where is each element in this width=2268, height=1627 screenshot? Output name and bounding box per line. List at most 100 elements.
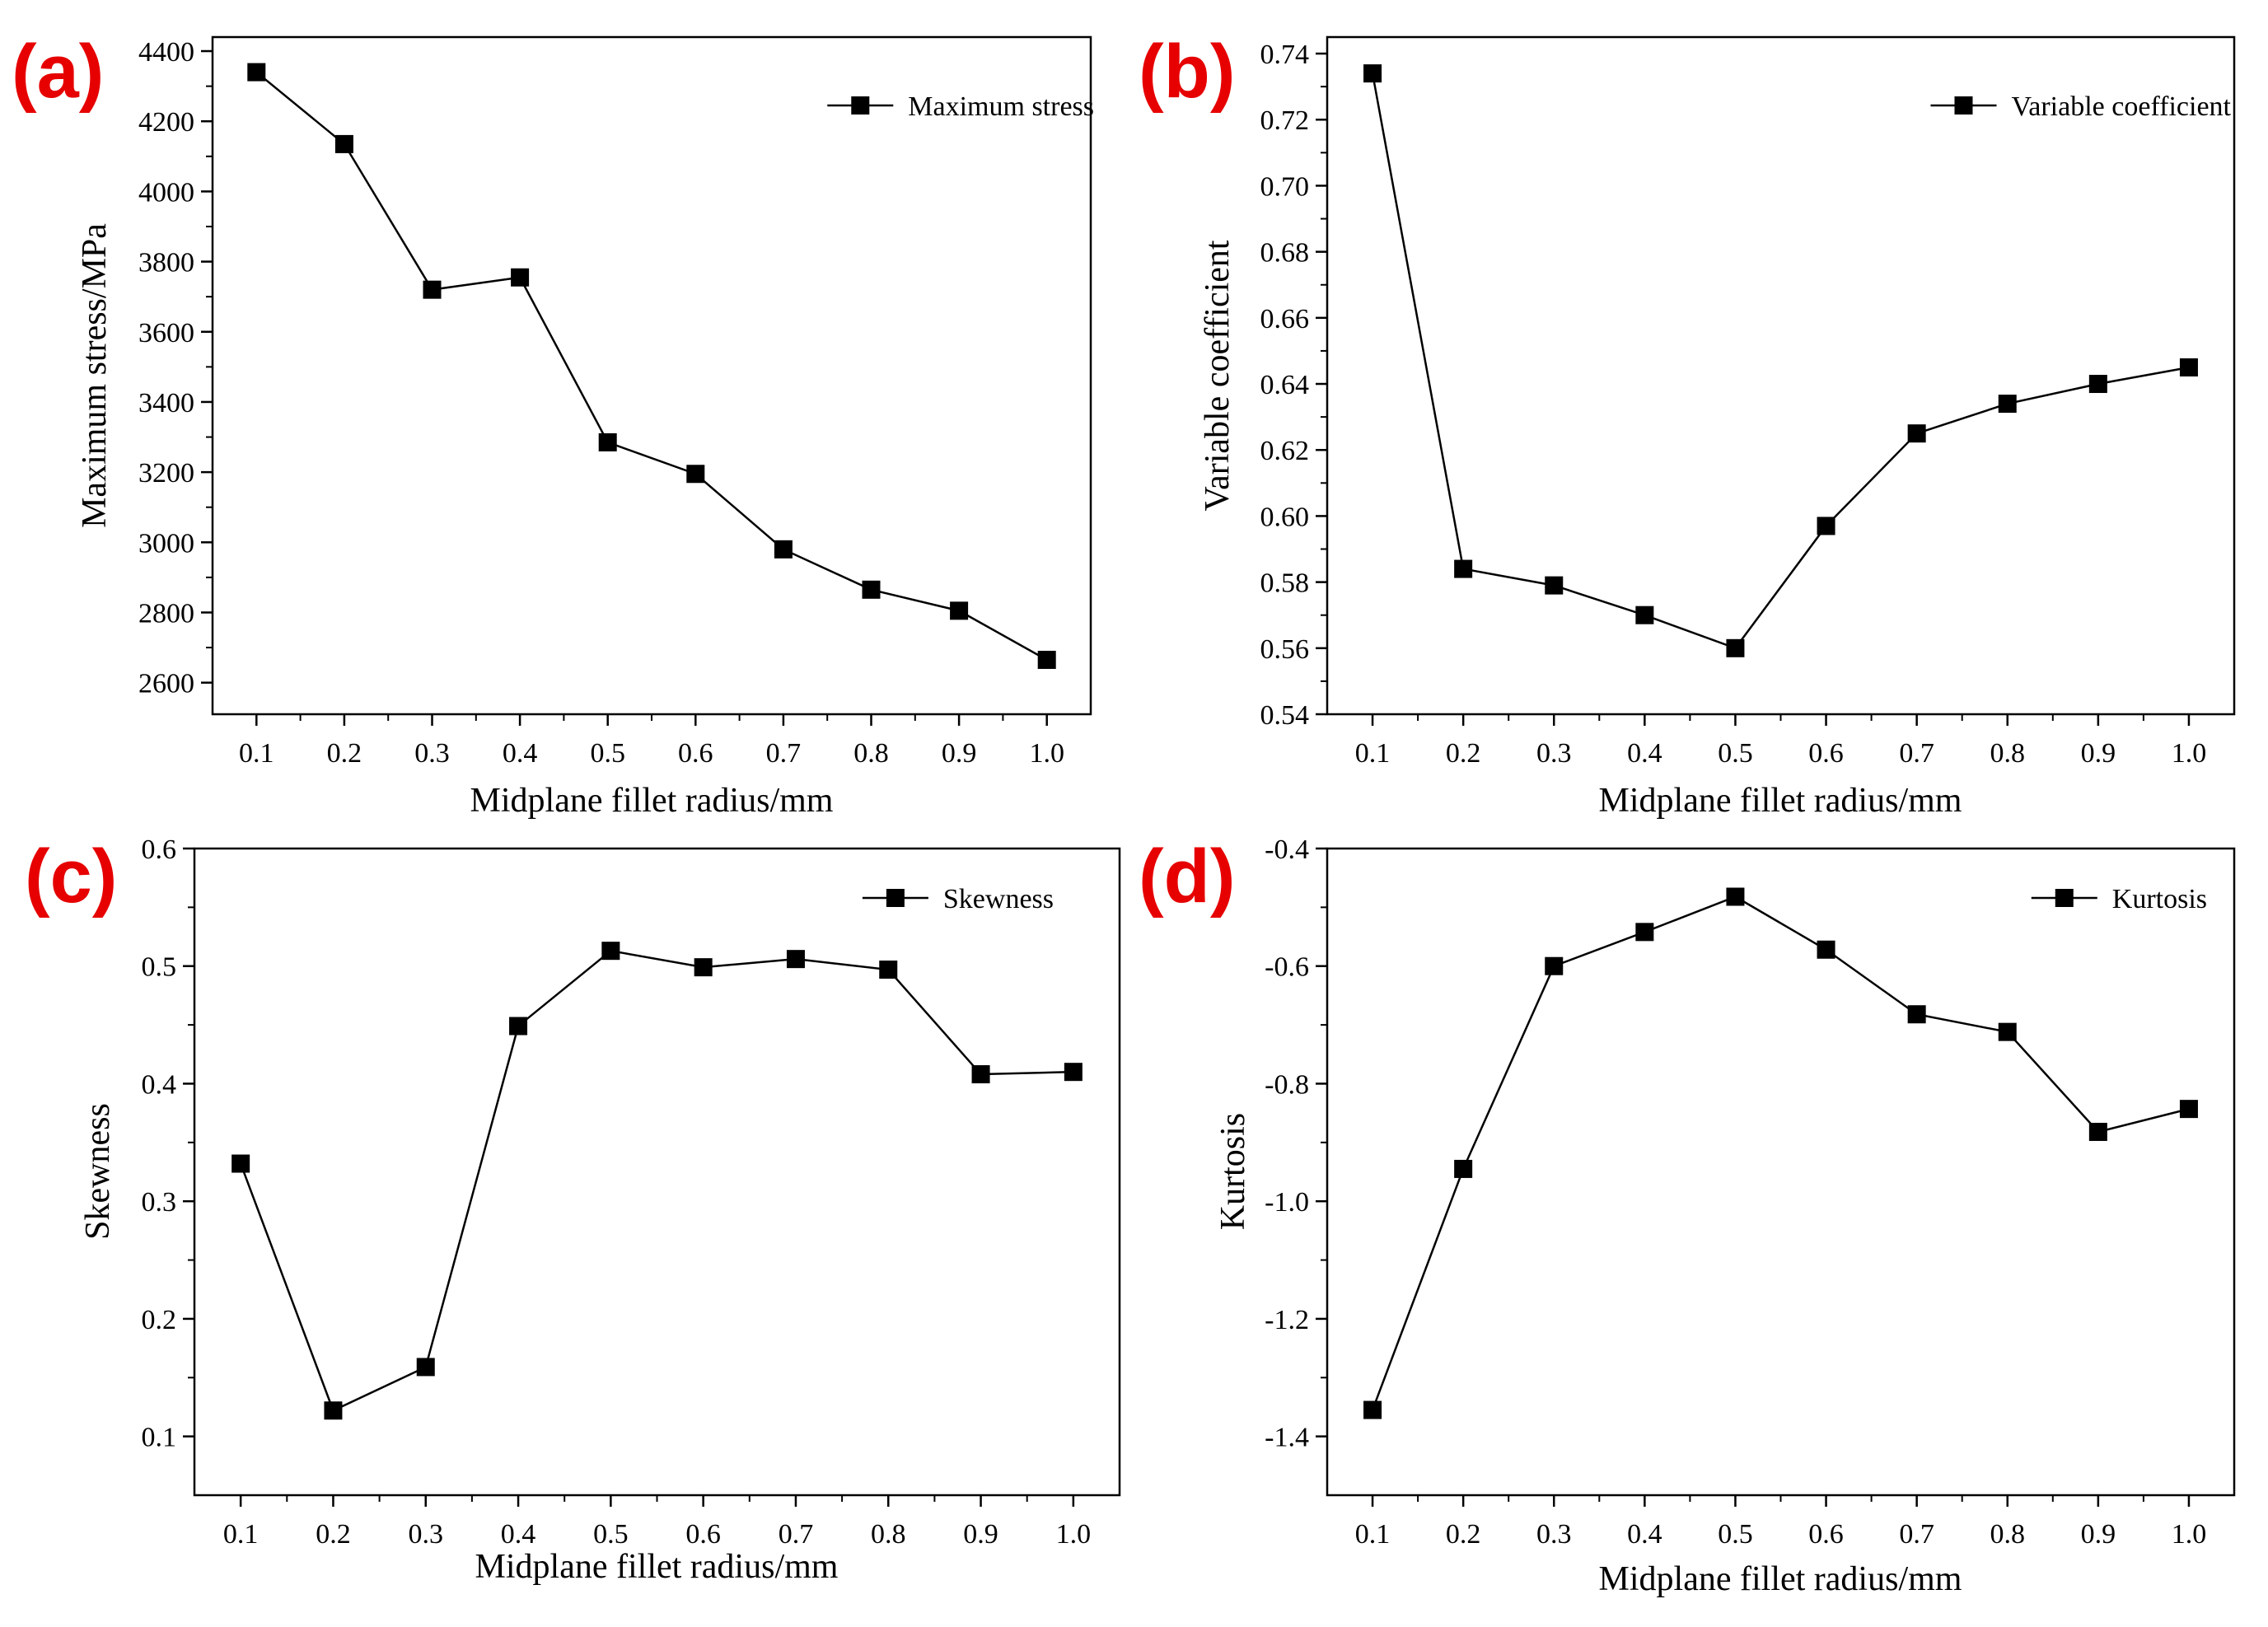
y-tick-label: -0.8 (1265, 1069, 1309, 1100)
x-tick-label: 0.6 (1808, 738, 1844, 769)
x-tick-label: 0.2 (1446, 1519, 1481, 1550)
x-tick-label: 1.0 (1056, 1519, 1092, 1550)
data-point-marker (231, 1154, 250, 1173)
y-tick-label: 0.56 (1260, 634, 1310, 665)
y-tick-label: 3200 (138, 458, 194, 489)
x-tick-label: 0.9 (2081, 1519, 2116, 1550)
x-tick-label: 0.6 (1808, 1519, 1844, 1550)
x-tick-label: 0.8 (1990, 1519, 2026, 1550)
chart-panel-3: (c) 0.1 0.2 0.3 0.4 0.5 0.6 0.7 0.8 0.9 1.0 0.1 0.2 0… (25, 835, 1121, 1586)
data-point-marker (1037, 650, 1056, 669)
chart-panel-2: (b) 0.1 0.2 0.3 0.4 0.5 0.6 0.7 0.8 0.9 1.0 0.54 0.5… (1139, 30, 2236, 820)
x-tick-label: 0.3 (409, 1519, 444, 1550)
series-line (1371, 72, 2190, 650)
x-tick-label: 0.7 (766, 738, 802, 769)
legend-marker (2055, 889, 2074, 907)
data-point-marker (1726, 887, 1745, 906)
data-point-marker (1545, 956, 1564, 975)
x-tick-label: 0.8 (871, 1519, 906, 1550)
data-point-marker (324, 1401, 343, 1420)
x-tick-label: 0.1 (239, 738, 274, 769)
x-tick-label: 0.4 (501, 1519, 536, 1550)
data-point-marker (694, 958, 713, 977)
y-tick-label: 0.70 (1260, 171, 1310, 202)
plot-frame (193, 847, 1121, 1497)
y-tick-label: 0.3 (142, 1187, 177, 1218)
y-axis-title: Variable coefficient (1199, 240, 1237, 512)
data-point-marker (971, 1065, 990, 1084)
x-tick-label: 0.1 (1355, 738, 1391, 769)
y-tick-label: 4200 (138, 107, 194, 138)
x-tick-label: 0.6 (678, 738, 713, 769)
data-point-marker (774, 540, 793, 559)
y-tick-label: 0.58 (1260, 568, 1310, 599)
x-tick-label: 0.5 (593, 1519, 629, 1550)
x-tick-label: 0.9 (2081, 738, 2116, 769)
legend-label: Maximum stress (908, 91, 1094, 122)
x-axis-title: Midplane fillet radius/mm (475, 1548, 839, 1586)
data-point-marker (598, 432, 617, 451)
x-tick-label: 0.2 (327, 738, 362, 769)
x-tick-label: 0.7 (779, 1519, 814, 1550)
data-point-marker (1635, 923, 1654, 942)
x-axis-title: Midplane fillet radius/mm (1599, 1560, 1962, 1598)
panel-label: (d) (1139, 835, 1235, 919)
y-tick-label: 0.4 (142, 1069, 177, 1100)
x-tick-label: 1.0 (2172, 1519, 2207, 1550)
data-point-marker (879, 961, 898, 979)
data-point-marker (1726, 638, 1745, 657)
legend-marker (886, 889, 905, 907)
data-point-marker (601, 942, 620, 961)
y-tick-label: 0.74 (1260, 40, 1310, 70)
x-tick-label: 0.3 (1536, 1519, 1572, 1550)
y-tick-label: 2600 (138, 669, 194, 699)
chart-panel-1: (a) 0.1 0.2 0.3 0.4 0.5 0.6 0.7 0.8 0.9 1.0 2600 280… (12, 30, 1094, 820)
data-point-marker (1998, 1022, 2017, 1041)
y-tick-label: 0.72 (1260, 105, 1310, 136)
y-tick-label: 0.60 (1260, 502, 1310, 532)
y-tick-label: -0.6 (1265, 952, 1309, 983)
x-tick-label: 0.2 (1446, 738, 1481, 769)
data-point-marker (2088, 375, 2107, 394)
data-point-marker (1817, 940, 1835, 959)
y-tick-label: 0.62 (1260, 436, 1310, 466)
data-point-marker (1545, 576, 1564, 595)
panel-label: (c) (25, 835, 117, 919)
data-point-marker (423, 280, 442, 299)
x-tick-label: 0.3 (1536, 738, 1572, 769)
y-tick-label: 0.5 (142, 952, 177, 983)
y-tick-label: 0.6 (142, 835, 177, 865)
data-point-marker (247, 63, 266, 82)
data-point-marker (2179, 358, 2198, 376)
x-tick-label: 0.9 (942, 738, 977, 769)
x-axis-title: Midplane fillet radius/mm (470, 782, 834, 820)
data-point-marker (786, 950, 805, 969)
panel-label: (a) (12, 30, 104, 114)
data-point-marker (2179, 1100, 2198, 1119)
y-tick-label: 3600 (138, 318, 194, 348)
data-point-marker (1454, 559, 1473, 578)
y-tick-label: -0.4 (1265, 835, 1309, 865)
y-tick-label: 0.64 (1260, 370, 1310, 400)
x-tick-label: 0.9 (963, 1519, 998, 1550)
series-line (239, 949, 1073, 1412)
y-tick-label: -1.0 (1265, 1187, 1309, 1218)
data-point-marker (416, 1358, 435, 1377)
data-point-marker (1817, 517, 1835, 535)
x-tick-label: 0.8 (1990, 738, 2026, 769)
data-point-marker (334, 134, 353, 153)
y-tick-label: 2800 (138, 598, 194, 629)
x-tick-label: 0.4 (1627, 1519, 1662, 1550)
data-point-marker (1907, 424, 1926, 443)
x-tick-label: 0.4 (1627, 738, 1662, 769)
chart-panel-4: (d) 0.1 0.2 0.3 0.4 0.5 0.6 0.7 0.8 0.9 1.0 -1.4 -1.… (1139, 835, 2236, 1598)
series-line (1371, 895, 2190, 1410)
y-axis-title: Skewness (79, 1103, 117, 1240)
y-axis-title: Maximum stress/MPa (76, 223, 114, 528)
x-tick-label: 0.7 (1899, 738, 1934, 769)
y-tick-label: 3400 (138, 388, 194, 418)
panel-label: (b) (1139, 30, 1235, 114)
data-point-marker (1363, 64, 1382, 83)
x-axis-title: Midplane fillet radius/mm (1599, 782, 1962, 820)
x-tick-label: 0.3 (414, 738, 450, 769)
